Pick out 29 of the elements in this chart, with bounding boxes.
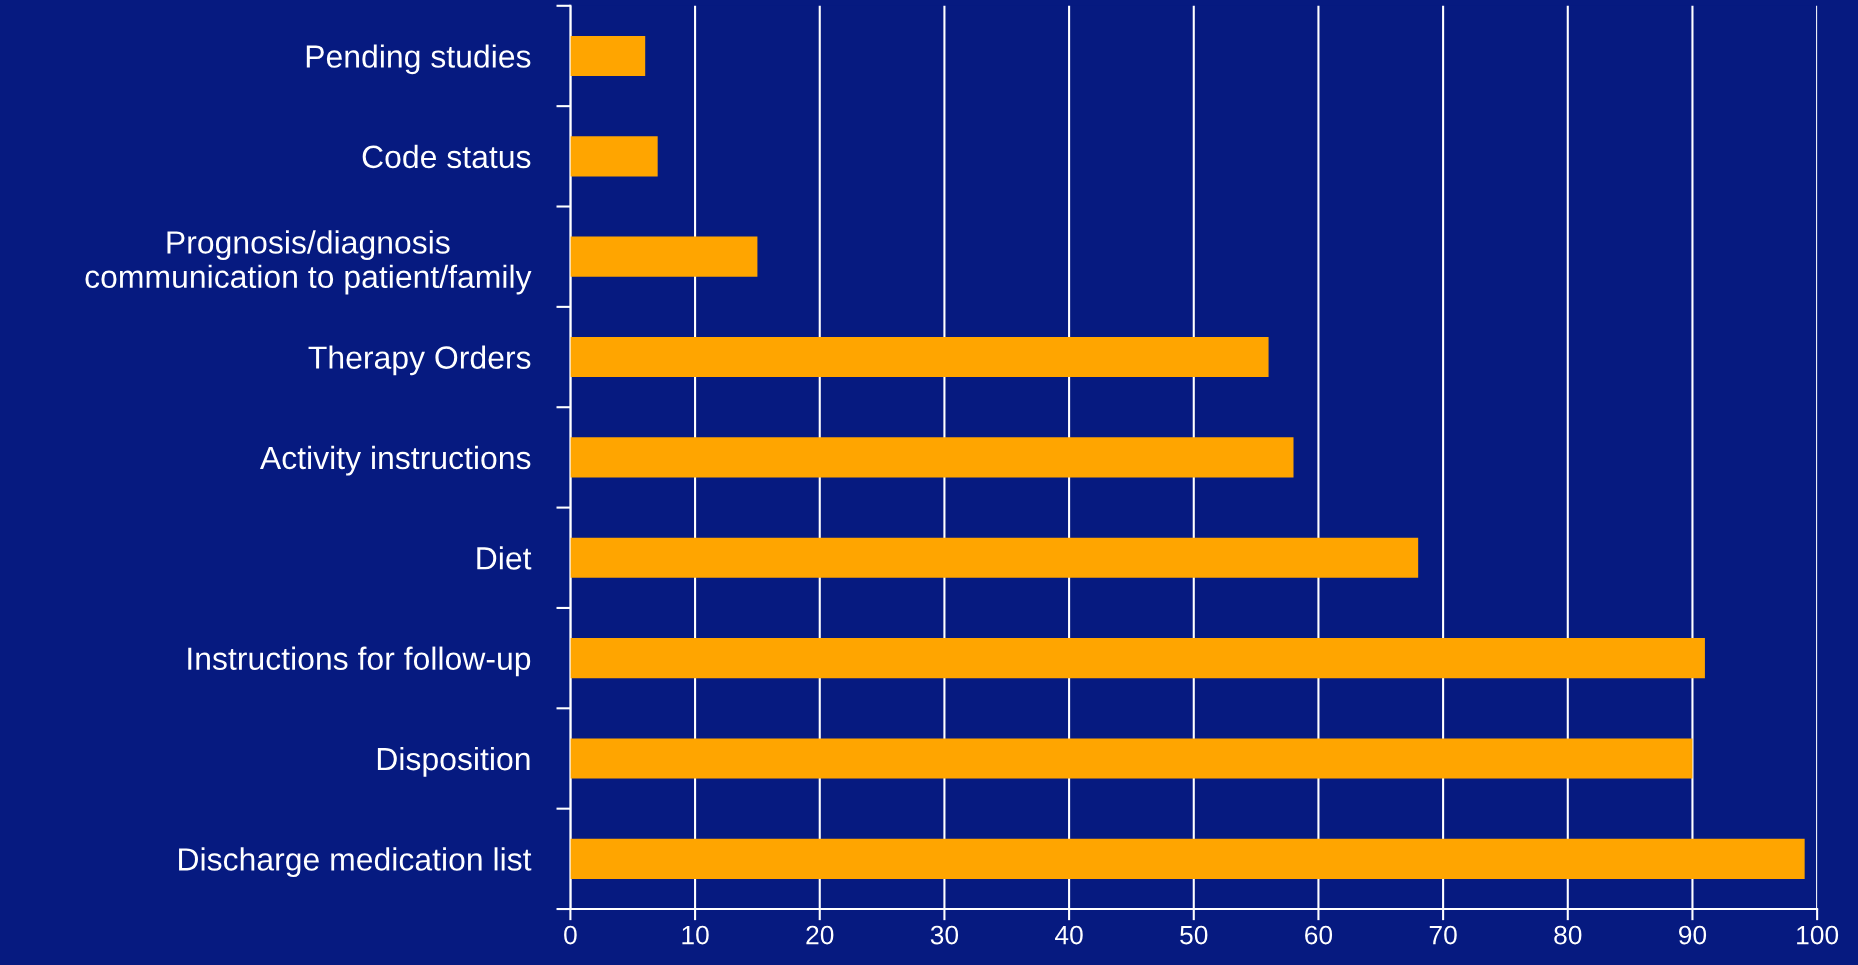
y-tick-label: Disposition (377, 746, 530, 777)
x-tick-label: 80 (1554, 925, 1582, 945)
bar (570, 35, 646, 77)
x-tick-label: 100 (1797, 925, 1839, 945)
x-tick-label: 20 (806, 925, 834, 945)
y-tick-label: Prognosis/diagnosis communication to patient/family (85, 230, 532, 295)
y-tick-label: Instructions for follow-up (188, 646, 531, 677)
x-tick-label: 50 (1180, 925, 1208, 945)
x-tick-label: 40 (1055, 925, 1083, 945)
x-tick-label: 70 (1429, 925, 1457, 945)
bar (570, 537, 1419, 578)
x-tick-label: 30 (930, 925, 959, 945)
bar (570, 336, 1269, 378)
x-tick-label: 60 (1305, 925, 1333, 945)
y-tick-label: Activity instructions (259, 445, 531, 476)
x-tick-label: 90 (1679, 925, 1707, 945)
y-tick-label: Therapy Orders (308, 345, 531, 376)
y-tick-label: Diet (477, 546, 532, 570)
bar (570, 638, 1705, 679)
bar (570, 437, 1294, 478)
x-tick-label: 0 (564, 925, 577, 945)
y-tick-label: Discharge medication list (179, 847, 532, 878)
bar (570, 838, 1805, 879)
x-tick-label: 10 (682, 925, 709, 945)
y-tick-label: Pending studies (306, 44, 531, 75)
bar (570, 738, 1693, 779)
y-tick-label: Code status (362, 144, 531, 169)
bar (570, 136, 658, 177)
bar (570, 236, 758, 277)
